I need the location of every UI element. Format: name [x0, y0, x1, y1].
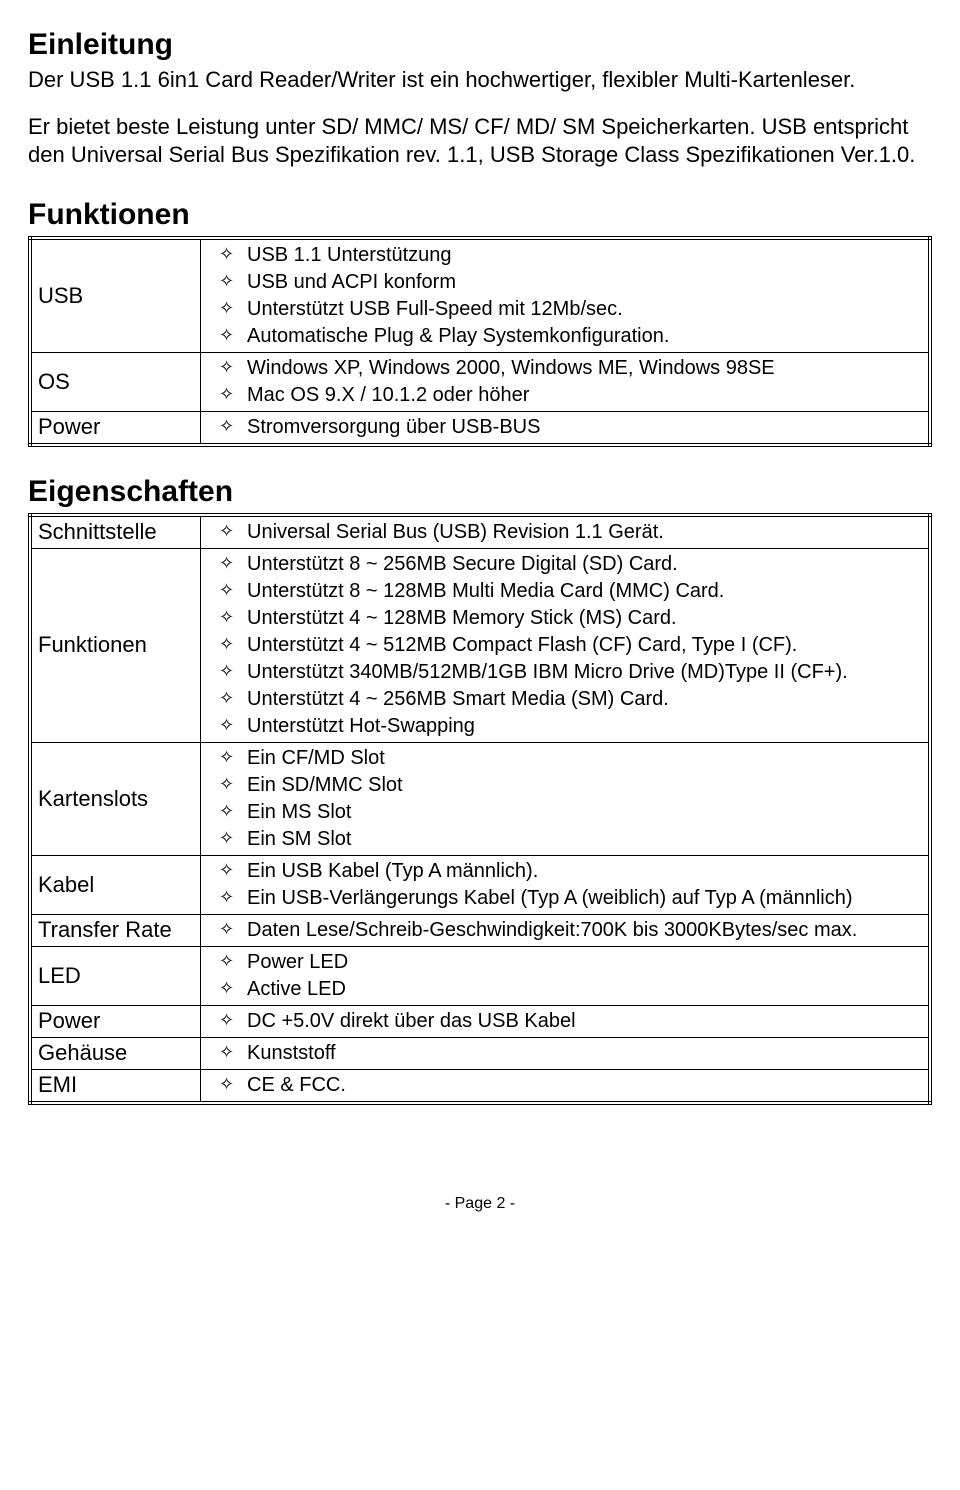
row-label: Kartenslots — [30, 742, 201, 855]
list-item: Ein USB Kabel (Typ A männlich). — [207, 858, 922, 885]
list-item: Mac OS 9.X / 10.1.2 oder höher — [207, 382, 922, 409]
table-row: FunktionenUnterstützt 8 ~ 256MB Secure D… — [30, 548, 930, 742]
intro-paragraph-1: Der USB 1.1 6in1 Card Reader/Writer ist … — [28, 66, 932, 95]
row-label: Power — [30, 411, 201, 445]
table-row: LEDPower LEDActive LED — [30, 946, 930, 1005]
row-label: Funktionen — [30, 548, 201, 742]
list-item: Unterstützt 4 ~ 256MB Smart Media (SM) C… — [207, 686, 922, 713]
row-items: Kunststoff — [201, 1037, 931, 1069]
row-items: Ein USB Kabel (Typ A männlich).Ein USB-V… — [201, 855, 931, 914]
list-item: USB und ACPI konform — [207, 269, 922, 296]
list-item: Ein MS Slot — [207, 799, 922, 826]
row-items: Daten Lese/Schreib-Geschwindigkeit:700K … — [201, 914, 931, 946]
row-label: Schnittstelle — [30, 515, 201, 549]
row-label: OS — [30, 352, 201, 411]
row-items: Stromversorgung über USB-BUS — [201, 411, 931, 445]
list-item: Universal Serial Bus (USB) Revision 1.1 … — [207, 519, 922, 546]
row-items: Ein CF/MD SlotEin SD/MMC SlotEin MS Slot… — [201, 742, 931, 855]
list-item: Automatische Plug & Play Systemkonfigura… — [207, 323, 922, 350]
list-item: Unterstützt 4 ~ 128MB Memory Stick (MS) … — [207, 605, 922, 632]
list-item: Stromversorgung über USB-BUS — [207, 414, 922, 441]
list-item: Unterstützt 4 ~ 512MB Compact Flash (CF)… — [207, 632, 922, 659]
list-item: CE & FCC. — [207, 1072, 922, 1099]
row-items: Power LEDActive LED — [201, 946, 931, 1005]
row-items: Windows XP, Windows 2000, Windows ME, Wi… — [201, 352, 931, 411]
row-label: Kabel — [30, 855, 201, 914]
row-items: Unterstützt 8 ~ 256MB Secure Digital (SD… — [201, 548, 931, 742]
table-row: KabelEin USB Kabel (Typ A männlich).Ein … — [30, 855, 930, 914]
funktionen-heading: Funktionen — [28, 198, 932, 232]
row-items: CE & FCC. — [201, 1069, 931, 1103]
list-item: Ein USB-Verlängerungs Kabel (Typ A (weib… — [207, 885, 922, 912]
list-item: Power LED — [207, 949, 922, 976]
row-label: Power — [30, 1005, 201, 1037]
table-row: PowerDC +5.0V direkt über das USB Kabel — [30, 1005, 930, 1037]
table-row: EMICE & FCC. — [30, 1069, 930, 1103]
row-label: USB — [30, 238, 201, 353]
list-item: Unterstützt 8 ~ 128MB Multi Media Card (… — [207, 578, 922, 605]
row-items: DC +5.0V direkt über das USB Kabel — [201, 1005, 931, 1037]
table-row: USBUSB 1.1 UnterstützungUSB und ACPI kon… — [30, 238, 930, 353]
list-item: Kunststoff — [207, 1040, 922, 1067]
table-row: PowerStromversorgung über USB-BUS — [30, 411, 930, 445]
list-item: Unterstützt USB Full-Speed mit 12Mb/sec. — [207, 296, 922, 323]
list-item: DC +5.0V direkt über das USB Kabel — [207, 1008, 922, 1035]
eigenschaften-table: SchnittstelleUniversal Serial Bus (USB) … — [28, 513, 932, 1105]
row-label: Transfer Rate — [30, 914, 201, 946]
list-item: Unterstützt 8 ~ 256MB Secure Digital (SD… — [207, 551, 922, 578]
row-items: Universal Serial Bus (USB) Revision 1.1 … — [201, 515, 931, 549]
list-item: Active LED — [207, 976, 922, 1003]
list-item: Windows XP, Windows 2000, Windows ME, Wi… — [207, 355, 922, 382]
eigenschaften-heading: Eigenschaften — [28, 475, 932, 509]
table-row: Transfer RateDaten Lese/Schreib-Geschwin… — [30, 914, 930, 946]
page-footer: - Page 2 - — [28, 1195, 932, 1213]
list-item: Ein CF/MD Slot — [207, 745, 922, 772]
list-item: USB 1.1 Unterstützung — [207, 242, 922, 269]
row-label: LED — [30, 946, 201, 1005]
row-items: USB 1.1 UnterstützungUSB und ACPI konfor… — [201, 238, 931, 353]
table-row: GehäuseKunststoff — [30, 1037, 930, 1069]
list-item: Ein SD/MMC Slot — [207, 772, 922, 799]
list-item: Ein SM Slot — [207, 826, 922, 853]
table-row: KartenslotsEin CF/MD SlotEin SD/MMC Slot… — [30, 742, 930, 855]
row-label: EMI — [30, 1069, 201, 1103]
table-row: OSWindows XP, Windows 2000, Windows ME, … — [30, 352, 930, 411]
list-item: Daten Lese/Schreib-Geschwindigkeit:700K … — [207, 917, 922, 944]
intro-paragraph-2: Er bietet beste Leistung unter SD/ MMC/ … — [28, 113, 932, 170]
intro-heading: Einleitung — [28, 28, 932, 62]
list-item: Unterstützt 340MB/512MB/1GB IBM Micro Dr… — [207, 659, 922, 686]
funktionen-table: USBUSB 1.1 UnterstützungUSB und ACPI kon… — [28, 236, 932, 447]
list-item: Unterstützt Hot-Swapping — [207, 713, 922, 740]
table-row: SchnittstelleUniversal Serial Bus (USB) … — [30, 515, 930, 549]
row-label: Gehäuse — [30, 1037, 201, 1069]
